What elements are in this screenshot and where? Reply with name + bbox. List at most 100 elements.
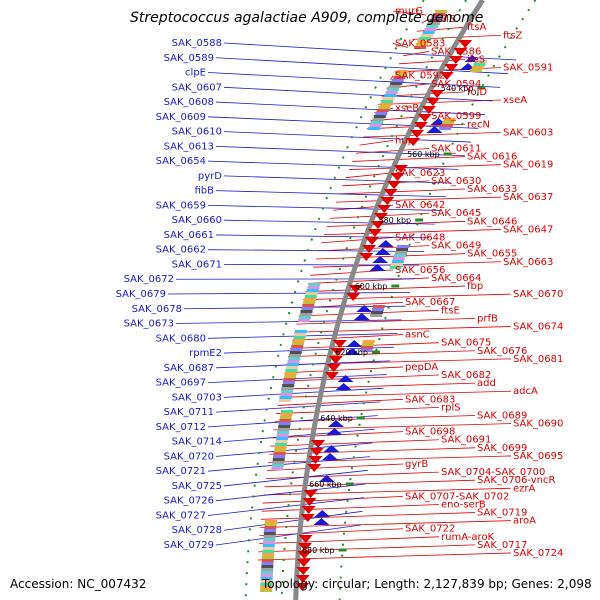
gene-label-reverse[interactable]: SAK_0660 <box>172 215 222 226</box>
gene-label-forward[interactable]: xseB <box>395 103 419 114</box>
gene-label-forward[interactable]: SAK_0630 <box>431 176 481 187</box>
gene-label-forward[interactable]: SAK_0649 <box>431 241 481 252</box>
gene-label-forward[interactable]: murG <box>395 6 423 17</box>
gene-label-forward[interactable]: SAK_0690 <box>513 419 563 430</box>
gene-label-forward[interactable]: SAK_0691 <box>441 435 491 446</box>
gene-label-forward[interactable]: SAK_0646 <box>467 216 517 227</box>
gene-label-forward[interactable]: SAK_0695 <box>513 451 563 462</box>
gene-label-forward[interactable]: add <box>477 378 496 389</box>
gene-label-forward[interactable]: SAK_0623 <box>395 168 445 179</box>
gene-label-forward[interactable]: fbp <box>467 281 483 292</box>
gene-label-reverse[interactable]: SAK_0720 <box>164 451 214 462</box>
gene-label-reverse[interactable]: fibB <box>194 186 214 197</box>
gene-label-forward[interactable]: SAK_0699 <box>477 443 527 454</box>
gene-label-reverse[interactable]: SAK_0687 <box>164 363 214 374</box>
gene-label-reverse[interactable]: SAK_0727 <box>156 510 206 521</box>
gene-label-forward[interactable]: xseA <box>503 95 527 106</box>
gene-label-forward[interactable]: SAK_0619 <box>503 160 553 171</box>
gene-label-forward[interactable]: SAK_0681 <box>513 354 563 365</box>
gene-label-forward[interactable]: prfB <box>477 313 498 324</box>
gene-label-reverse[interactable]: SAK_0654 <box>156 156 206 167</box>
gene-label-reverse[interactable]: SAK_0610 <box>172 127 222 138</box>
gene-label-forward[interactable]: SAK_0591 <box>503 63 553 74</box>
gene-label-reverse[interactable]: SAK_0711 <box>164 407 214 418</box>
gene-label-reverse[interactable]: SAK_0661 <box>164 230 214 241</box>
gene-label-forward[interactable]: SAK_0689 <box>477 410 527 421</box>
gene-label-forward[interactable]: rumA-aroK <box>441 532 495 543</box>
gene-label-forward[interactable]: SAK_0583 <box>395 38 445 49</box>
gene-label-reverse[interactable]: SAK_0678 <box>132 304 182 315</box>
gene-label-reverse[interactable]: SAK_0725 <box>172 481 222 492</box>
gene-label-forward[interactable]: folD <box>467 87 487 98</box>
gene-label-forward[interactable]: SAK_0616 <box>467 152 517 163</box>
gene-label-forward[interactable]: SAK_0724 <box>513 548 563 559</box>
gene-label-reverse[interactable]: SAK_0672 <box>124 274 174 285</box>
gene-label-reverse[interactable]: SAK_0659 <box>156 200 206 211</box>
gene-label-forward[interactable]: ftsZ <box>503 30 522 41</box>
gene-label-reverse[interactable]: SAK_0729 <box>164 540 214 551</box>
gene-label-reverse[interactable]: SAK_0703 <box>172 392 222 403</box>
gene-label-reverse[interactable]: SAK_0662 <box>156 245 206 256</box>
gene-label-forward[interactable]: SAK_0637 <box>503 192 553 203</box>
gene-label-reverse[interactable]: SAK_0609 <box>156 112 206 123</box>
gene-label-reverse[interactable]: SAK_0671 <box>172 259 222 270</box>
gene-label-forward[interactable]: SAK_0655 <box>467 249 517 260</box>
gene-label-forward[interactable]: SAK_0664 <box>431 273 481 284</box>
gene-label-reverse[interactable]: SAK_0714 <box>172 437 222 448</box>
gene-label-forward[interactable]: SAK_0667 <box>405 297 455 308</box>
gene-label-forward[interactable]: gyrB <box>405 459 428 470</box>
gene-label-forward[interactable]: SAK_0645 <box>431 208 481 219</box>
gene-label-forward[interactable]: SAK_0599 <box>431 111 481 122</box>
gene-label-forward[interactable]: ezrA <box>513 483 536 494</box>
gene-label-forward[interactable]: SAK_0706-vncR <box>477 475 555 486</box>
gene-label-forward[interactable]: SAK_0656 <box>395 265 445 276</box>
gene-label-forward[interactable]: SAK_0675 <box>441 338 491 349</box>
gene-label-reverse[interactable]: SAK_0697 <box>156 378 206 389</box>
gene-label-reverse[interactable]: SAK_0588 <box>172 38 222 49</box>
gene-label-reverse[interactable]: SAK_0679 <box>116 289 166 300</box>
gene-label-forward[interactable]: ftsA <box>467 22 486 33</box>
gene-label-reverse[interactable]: SAK_0726 <box>164 496 214 507</box>
gene-label-forward[interactable]: adcA <box>513 386 538 397</box>
gene-label-forward[interactable]: SAK_0586 <box>431 46 481 57</box>
gene-label-reverse[interactable]: SAK_0589 <box>164 53 214 64</box>
gene-label-forward[interactable]: SAK_0594 <box>431 79 481 90</box>
gene-label-reverse[interactable]: SAK_0608 <box>164 97 214 108</box>
gene-label-forward[interactable]: SAK_0663 <box>503 257 553 268</box>
gene-label-forward[interactable]: aroA <box>513 516 536 527</box>
gene-label-forward[interactable]: pepDA <box>405 362 438 373</box>
gene-label-forward[interactable]: SAK_0698 <box>405 427 455 438</box>
gene-label-reverse[interactable]: SAK_0607 <box>172 82 222 93</box>
gene-label-forward[interactable]: SAK_0648 <box>395 233 445 244</box>
gene-label-forward[interactable]: ileS <box>467 55 485 66</box>
gene-label-forward[interactable]: asnC <box>405 330 430 341</box>
gene-label-reverse[interactable]: SAK_0673 <box>124 319 174 330</box>
gene-label-forward[interactable]: SAK_0683 <box>405 394 455 405</box>
gene-label-forward[interactable]: eno-serB <box>441 499 486 510</box>
gene-label-forward[interactable]: SAK_0647 <box>503 224 553 235</box>
gene-label-reverse[interactable]: SAK_0712 <box>156 422 206 433</box>
gene-label-forward[interactable]: SAK_0674 <box>513 321 563 332</box>
gene-label-forward[interactable]: SAK_0642 <box>395 200 445 211</box>
gene-label-reverse[interactable]: rpmE2 <box>189 348 222 359</box>
gene-label-forward[interactable]: SAK_0717 <box>477 540 527 551</box>
gene-label-forward[interactable]: SAK_0603 <box>503 127 553 138</box>
gene-label-forward[interactable]: SAK_0670 <box>513 289 563 300</box>
gene-label-forward[interactable]: SAK_0707-SAK_0702 <box>405 491 509 502</box>
gene-label-reverse[interactable]: pyrD <box>198 171 222 182</box>
gene-label-forward[interactable]: divIB <box>431 14 456 25</box>
gene-label-forward[interactable]: SAK_0592 <box>395 71 445 82</box>
gene-label-forward[interactable]: SAK_0719 <box>477 508 527 519</box>
gene-label-forward[interactable]: ftsE <box>441 305 460 316</box>
gene-label-forward[interactable]: recN <box>467 119 490 130</box>
gene-label-forward[interactable]: SAK_0682 <box>441 370 491 381</box>
gene-label-reverse[interactable]: SAK_0680 <box>156 333 206 344</box>
gene-label-reverse[interactable]: SAK_0728 <box>172 525 222 536</box>
gene-label-forward[interactable]: SAK_0611 <box>431 144 481 155</box>
gene-label-forward[interactable]: SAK_0704-SAK_0700 <box>441 467 545 478</box>
gene-label-reverse[interactable]: SAK_0613 <box>164 141 214 152</box>
gene-label-forward[interactable]: SAK_0633 <box>467 184 517 195</box>
gene-label-forward[interactable]: rplS <box>441 402 461 413</box>
gene-label-reverse[interactable]: clpE <box>185 68 206 79</box>
gene-label-forward[interactable]: SAK_0722 <box>405 524 455 535</box>
